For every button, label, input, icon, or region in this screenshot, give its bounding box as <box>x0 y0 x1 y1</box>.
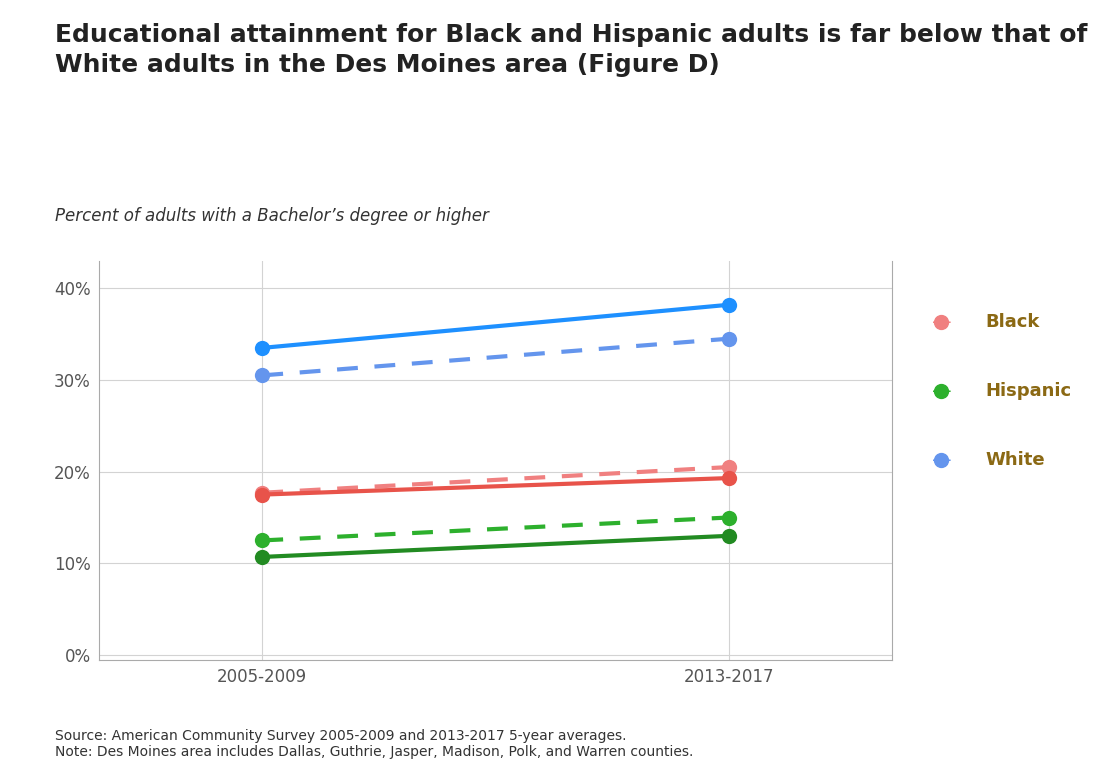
Text: Percent of adults with a Bachelor’s degree or higher: Percent of adults with a Bachelor’s degr… <box>55 207 489 225</box>
Text: White: White <box>985 451 1045 469</box>
Text: Hispanic: Hispanic <box>985 382 1071 400</box>
Text: —: — <box>931 451 951 469</box>
Text: Black: Black <box>985 313 1039 331</box>
Text: —: — <box>931 382 951 400</box>
Text: Source: American Community Survey 2005-2009 and 2013-2017 5-year averages.
Note:: Source: American Community Survey 2005-2… <box>55 729 694 759</box>
Text: —: — <box>931 313 951 331</box>
Text: Educational attainment for Black and Hispanic adults is far below that of
White : Educational attainment for Black and His… <box>55 23 1088 77</box>
